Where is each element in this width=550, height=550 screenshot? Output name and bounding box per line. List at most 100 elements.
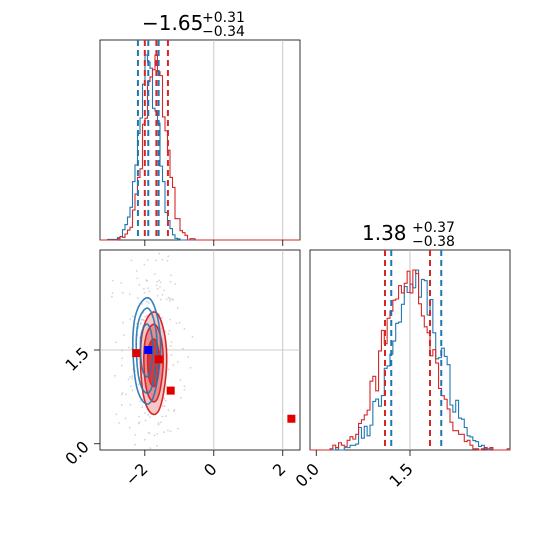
scatter-point [156,433,159,435]
scatter-point [136,277,139,280]
scatter-point [162,431,165,434]
scatter-point [127,346,130,349]
scatter-point [182,347,184,350]
scatter-point [153,309,155,312]
tick-label-p2-joint: 0.0 [61,437,92,468]
scatter-point [143,263,146,266]
scatter-point [173,410,176,413]
scatter-point [176,307,179,310]
scatter-point [135,270,138,272]
tick-label-p2-joint: 1.5 [61,343,92,374]
scatter-point [156,287,159,290]
tick-label-p1: 2 [269,459,290,480]
title-p1-lower: −0.34 [202,24,245,40]
scatter-point [140,321,142,324]
scatter-point [127,378,130,381]
scatter-point [156,280,159,283]
scatter-point [138,415,140,418]
scatter-point [145,300,148,303]
histogram-p1 [100,54,300,241]
scatter-point [120,349,123,352]
scatter-point [138,421,141,424]
scatter-point [128,426,131,429]
joint-contours [111,252,296,449]
scatter-point [143,438,146,441]
scatter-point [167,429,169,432]
scatter-point [155,284,158,287]
scatter-point [172,364,175,366]
scatter-point [131,377,133,380]
title-p2: 1.38 +0.37 −0.38 [362,220,455,250]
scatter-point [139,323,142,326]
scatter-point [111,292,114,294]
scatter-point [147,413,150,416]
title-p2-lower: −0.38 [412,234,455,250]
scatter-point [167,333,170,335]
scatter-point [121,357,124,360]
scatter-point [167,296,170,299]
scatter-point [167,368,170,371]
scatter-point [134,443,136,446]
scatter-point [165,415,167,418]
scatter-point [176,361,179,363]
scatter-point [161,405,164,407]
scatter-point [167,255,170,258]
scatter-point [130,259,133,262]
scatter-point [166,260,169,262]
title-p2-value: 1.38 [362,221,407,245]
marker-red [154,355,163,364]
histogram-p1-red [100,54,300,241]
scatter-point [144,316,147,318]
tick-label-p2-hist: 0.0 [292,459,323,490]
scatter-point [174,283,177,285]
scatter-point [147,302,150,304]
scatter-point [169,430,172,433]
scatter-point [170,354,173,356]
tick-label-p1: 0 [200,459,221,480]
scatter-point [161,293,164,296]
scatter-point [120,364,123,367]
tick-label-p2-hist: 1.5 [385,459,416,490]
scatter-point [153,434,156,437]
scatter-point [175,322,178,325]
scatter-point [158,279,161,282]
scatter-point [159,281,162,284]
scatter-point [153,273,156,275]
scatter-point [163,397,166,400]
scatter-point [120,404,123,406]
contour-blue-2 [139,323,154,378]
scatter-point [144,412,146,414]
scatter-point [144,419,147,422]
scatter-point [180,397,182,399]
scatter-point [165,298,168,301]
scatter-point [156,294,159,297]
scatter-point [161,415,164,418]
scatter-point [143,291,146,294]
scatter-point [139,400,142,403]
scatter-point [169,280,172,283]
scatter-point [177,427,179,430]
scatter-point [118,422,120,424]
scatter-point [136,297,139,299]
scatter-point [161,316,163,319]
quantile-lines [136,40,443,450]
histogram-p2 [310,269,511,451]
scatter-point [157,423,160,426]
scatter-point [159,286,161,288]
scatter-point [148,290,151,293]
scatter-point [131,389,134,392]
scatter-point [141,406,144,409]
scatter-point [149,447,152,449]
scatter-point [114,374,116,377]
scatter-point [189,366,192,369]
scatter-point [183,389,186,391]
scatter-point [146,259,149,261]
scatter-point [115,413,118,416]
scatter-point [168,297,171,300]
scatter-point [141,303,143,305]
scatter-point [161,258,164,261]
scatter-point [170,341,173,343]
scatter-point [170,274,172,277]
scatter-point [159,421,162,424]
